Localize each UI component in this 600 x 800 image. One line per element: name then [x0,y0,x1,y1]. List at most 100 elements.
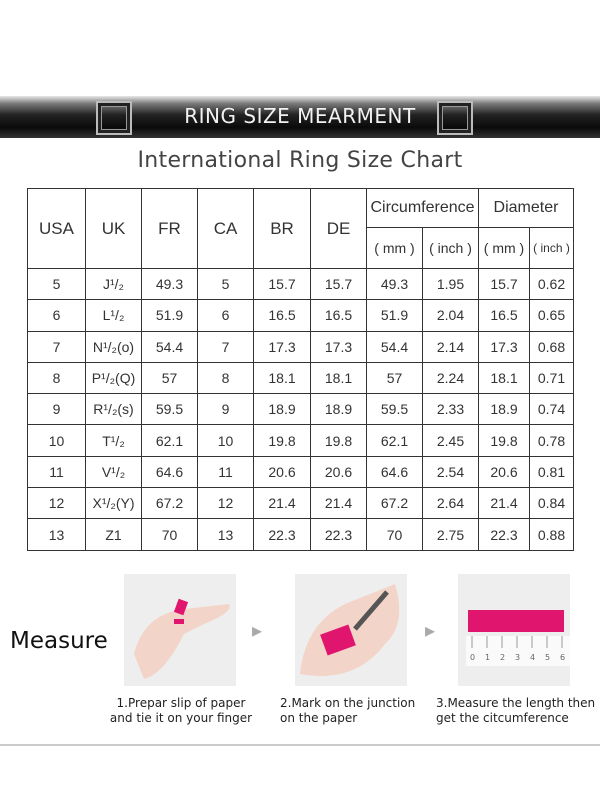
step1-image [124,574,236,686]
table-cell: 13 [197,518,254,551]
header-fr: FR [141,188,198,269]
table-cell: 62.1 [366,424,423,457]
title-banner: RING SIZE MEARMENT [0,96,600,138]
table-cell: 0.71 [529,361,574,395]
table-cell: 0.81 [529,455,574,489]
header-ca: CA [197,188,254,269]
table-cell: 17.3 [478,330,530,363]
header-circumference: Circumference [366,188,479,228]
table-cell: 54.4 [366,330,423,363]
table-cell: 2.14 [422,330,479,363]
table-cell: 17.3 [310,330,367,363]
table-cell: 0.84 [529,487,574,520]
table-cell: 21.4 [478,487,530,520]
header-uk: UK [85,188,142,269]
table-cell: 18.9 [478,393,530,426]
table-cell: 15.7 [310,267,367,301]
table-cell: N¹/₂(o) [85,330,142,363]
table-cell: 62.1 [141,424,198,457]
table-cell: 2.64 [422,487,479,520]
table-cell: 1.95 [422,267,479,301]
table-cell: 57 [141,361,198,395]
table-cell: 2.45 [422,424,479,457]
table-cell: 49.3 [366,267,423,301]
table-cell: 59.5 [141,393,198,426]
table-cell: 18.1 [478,361,530,395]
step2-image [295,574,407,686]
table-cell: 57 [366,361,423,395]
table-cell: 18.1 [253,361,311,395]
table-cell: 22.3 [310,518,367,551]
table-cell: 2.24 [422,361,479,395]
table-row: 11 V¹/₂ 64.6 11 20.6 20.6 64.6 2.54 20.6 0.81 [27,455,574,489]
header-dia-mm: ( mm ) [478,227,530,269]
table-cell: 0.74 [529,393,574,426]
table-cell: 7 [197,330,254,363]
table-cell: 11 [27,455,86,489]
ruler-tick: 1 [485,653,490,662]
step2-caption: 2.Mark on the junction on the paper [280,696,416,725]
table-row: 7 N¹/₂(o) 54.4 7 17.3 17.3 54.4 2.14 17.3 0.68 [27,330,574,363]
table-cell: 51.9 [141,299,198,332]
table-cell: 10 [197,424,254,457]
table-cell: 22.3 [478,518,530,551]
table-cell: 16.5 [253,299,311,332]
table-row: 8 P¹/₂(Q) 57 8 18.1 18.1 57 2.24 18.1 0.71 [27,361,574,395]
chart-title: International Ring Size Chart [137,148,463,173]
header-dia-inch: ( inch ) [529,227,574,269]
step1-caption: 1.Prepar slip of paper and tie it on your… [109,696,253,725]
table-cell: P¹/₂(Q) [85,361,142,395]
table-row: 5 J¹/₂ 49.3 5 15.7 15.7 49.3 1.95 15.7 0.62 [27,267,574,301]
table-cell: 12 [197,487,254,520]
table-cell: 6 [197,299,254,332]
header-de: DE [310,188,367,269]
table-cell: 18.9 [310,393,367,426]
table-cell: 70 [366,518,423,551]
table-cell: 2.75 [422,518,479,551]
table-cell: 70 [141,518,198,551]
table-cell: 9 [197,393,254,426]
table-cell: 5 [197,267,254,301]
table-cell: L¹/₂ [85,299,142,332]
table-cell: 15.7 [253,267,311,301]
table-cell: 2.33 [422,393,479,426]
table-cell: 64.6 [141,455,198,489]
banner-title: RING SIZE MEARMENT [184,104,416,128]
header-circ-inch: ( inch ) [422,227,479,269]
ruler-tick: 2 [500,653,505,662]
square-ornament-icon [437,101,473,135]
square-ornament-icon [96,101,132,135]
ruler-tick: 3 [515,653,520,662]
table-cell: 7 [27,330,86,363]
table-cell: 2.54 [422,455,479,489]
table-cell: 12 [27,487,86,520]
table-cell: 11 [197,455,254,489]
ruler-tick: 5 [545,653,550,662]
table-cell: 19.8 [310,424,367,457]
table-cell: 51.9 [366,299,423,332]
arrow-icon: ▸ [425,618,436,642]
table-cell: T¹/₂ [85,424,142,457]
table-cell: R¹/₂(s) [85,393,142,426]
table-cell: 20.6 [310,455,367,489]
table-cell: 22.3 [253,518,311,551]
table-cell: 16.5 [478,299,530,332]
table-cell: 6 [27,299,86,332]
table-cell: 19.8 [478,424,530,457]
table-cell: V¹/₂ [85,455,142,489]
table-row: 9 R¹/₂(s) 59.5 9 18.9 18.9 59.5 2.33 18.9 0.74 [27,393,574,426]
table-cell: 67.2 [366,487,423,520]
table-cell: X¹/₂(Y) [85,487,142,520]
table-cell: 8 [27,361,86,395]
table-cell: 0.68 [529,330,574,363]
table-cell: 0.78 [529,424,574,457]
table-cell: 10 [27,424,86,457]
measure-label: Measure [10,628,108,654]
table-cell: 20.6 [478,455,530,489]
step3-image: 0 1 2 3 4 5 6 [458,574,570,686]
step3-caption: 3.Measure the length then get the citcumf… [436,696,596,725]
table-cell: 19.8 [253,424,311,457]
table-cell: 13 [27,518,86,551]
table-row: 12 X¹/₂(Y) 67.2 12 21.4 21.4 67.2 2.64 21.4 0.84 [27,487,574,520]
table-cell: 18.9 [253,393,311,426]
